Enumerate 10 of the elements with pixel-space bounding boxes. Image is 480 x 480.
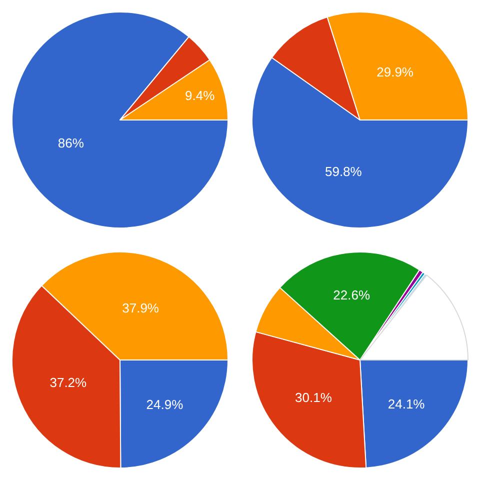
data-label: 22.6% — [333, 288, 370, 303]
data-label: 29.9% — [376, 64, 414, 80]
data-label: 30.1% — [295, 390, 332, 406]
data-label: 9.4% — [184, 88, 216, 104]
data-label: 37.9% — [122, 300, 160, 316]
data-label: 24.1% — [388, 396, 426, 412]
data-label: 37.2% — [50, 374, 88, 390]
data-label: 86% — [58, 135, 84, 150]
data-label: 59.8% — [324, 164, 362, 179]
data-label: 24.9% — [146, 397, 184, 412]
